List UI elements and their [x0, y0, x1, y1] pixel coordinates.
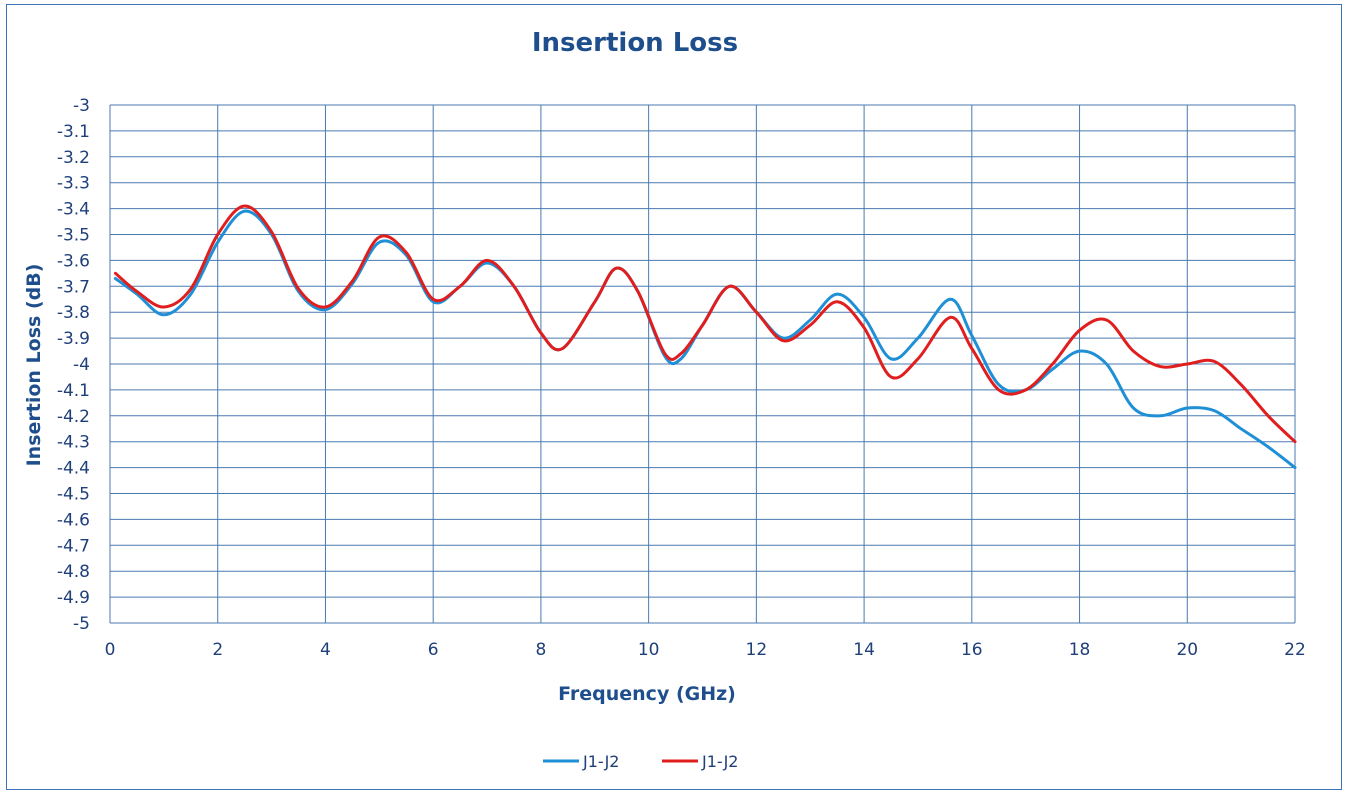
x-tick-label: 0: [105, 640, 116, 660]
x-tick-label: 4: [320, 640, 331, 660]
series-lines: [113, 204, 1297, 470]
series-line-2: [113, 204, 1297, 444]
grid: [109, 104, 1296, 624]
x-tick-label: 8: [535, 640, 546, 660]
x-tick-label: 18: [1069, 640, 1091, 660]
y-tick-label: -4.9: [57, 588, 90, 608]
y-tick-labels: -3 -3.1 -3.2 -3.3 -3.4 -3.5 -3.6 -3.7 -3.8 -3.9 -4…: [57, 96, 90, 634]
y-tick-label: -3.2: [57, 148, 90, 168]
x-tick-label: 14: [853, 640, 875, 660]
x-tick-label: 2: [212, 640, 223, 660]
y-tick-label: -3.8: [57, 303, 90, 323]
y-tick-label: -4.7: [57, 536, 90, 556]
legend-label-2: J1-J2: [701, 752, 738, 771]
y-tick-label: -4.4: [57, 459, 90, 479]
chart-title: Insertion Loss: [532, 28, 738, 58]
y-tick-label: -4: [73, 355, 90, 375]
y-tick-label: -3.4: [57, 200, 90, 220]
y-tick-label: -5: [73, 614, 90, 634]
y-tick-label: -3.1: [57, 122, 90, 142]
x-tick-label: 10: [638, 640, 660, 660]
y-tick-label: -3.7: [57, 277, 90, 297]
legend-label-1: J1-J2: [582, 752, 619, 771]
y-tick-label: -3.9: [57, 329, 90, 349]
x-tick-label: 16: [961, 640, 983, 660]
y-tick-label: -4.1: [57, 381, 90, 401]
chart-frame: [6, 4, 1342, 790]
y-tick-label: -4.3: [57, 433, 90, 453]
legend: J1-J2 J1-J2: [543, 752, 738, 771]
y-tick-label: -3.6: [57, 251, 90, 271]
x-tick-label: 6: [428, 640, 439, 660]
y-tick-label: -3.5: [57, 226, 90, 246]
x-tick-labels: 0 2 4 6 8 10 12 14 16 18 20 22: [105, 640, 1306, 660]
y-tick-label: -4.5: [57, 485, 90, 505]
y-axis-title: Insertion Loss (dB): [23, 264, 45, 467]
y-tick-label: -4.2: [57, 407, 90, 427]
x-tick-label: 22: [1284, 640, 1306, 660]
series-line-1: [113, 209, 1297, 470]
x-tick-label: 12: [746, 640, 768, 660]
y-tick-label: -3: [73, 96, 90, 116]
y-tick-label: -3.3: [57, 174, 90, 194]
y-tick-label: -4.8: [57, 562, 90, 582]
y-tick-label: -4.6: [57, 510, 90, 530]
x-tick-label: 20: [1176, 640, 1198, 660]
x-axis-title: Frequency (GHz): [558, 683, 736, 705]
